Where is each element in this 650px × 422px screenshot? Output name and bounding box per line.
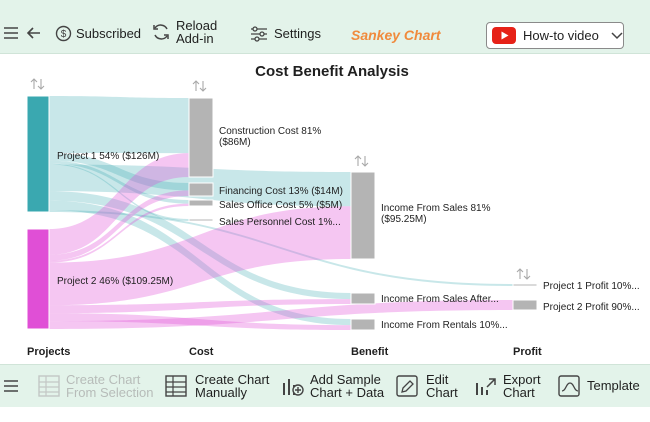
sankey-link-p1-spc [49, 163, 189, 221]
node-label-cc-line1: ($86M) [219, 137, 251, 148]
sankey-link-p2-fc [49, 190, 189, 261]
chevron-down-icon [611, 31, 623, 39]
node-label-soc: Sales Office Cost 5% ($5M) [219, 200, 342, 211]
stage-label-projects: Projects [27, 346, 70, 358]
sankey-node-p1[interactable] [26, 95, 50, 213]
add-sample-label: Add Sample Chart + Data [310, 372, 385, 400]
create-chart-manually-button[interactable]: Create Chart Manually [165, 373, 269, 399]
reorder-arrows-icon[interactable] [30, 78, 45, 90]
sankey-node-soc[interactable] [188, 199, 214, 207]
node-label-pp2: Project 2 Profit 90%... [543, 302, 640, 313]
stage-label-benefit: Benefit [351, 346, 389, 358]
sankey-node-fc[interactable] [188, 182, 214, 197]
sankey-link-p1-ifsa [49, 191, 351, 300]
create-chart-from-selection-button[interactable]: Create Chart From Selection [38, 373, 153, 399]
reorder-arrows-icon[interactable] [192, 80, 207, 92]
add-sample-chart-button[interactable]: Add Sample Chart + Data [282, 373, 384, 399]
sankey-link-p1-fc [49, 153, 189, 191]
sankey-node-ifsa[interactable] [350, 292, 376, 305]
hamburger-menu-icon[interactable] [3, 26, 19, 40]
subscribed-label: Subscribed [76, 25, 142, 41]
export-chart-button[interactable]: Export Chart [475, 373, 541, 399]
subscribed-button[interactable]: $ Subscribed [55, 25, 141, 42]
sankey-node-spc[interactable] [188, 218, 214, 222]
chart-title: Cost Benefit Analysis [255, 63, 409, 80]
node-label-ifs: Income From Sales 81% [381, 203, 491, 214]
stage-label-profit: Profit [513, 346, 542, 358]
node-label-ifs-line1: ($95.25M) [381, 214, 427, 225]
sankey-link-p1-ifr [49, 200, 351, 326]
sankey-link-p2-ifs [49, 206, 351, 306]
edit-chart-button[interactable]: Edit Chart [396, 373, 458, 399]
sankey-node-pp1[interactable] [512, 283, 538, 287]
template-label: Template [587, 378, 640, 393]
sankey-chart: Cost Benefit Analysis Project 1 54% ($12… [0, 56, 650, 362]
howto-label: How-to video [523, 28, 599, 43]
youtube-icon [492, 27, 516, 44]
template-button[interactable]: Template [558, 375, 640, 397]
sankey-link-p1-soc [49, 160, 189, 204]
table-select-icon [38, 375, 60, 397]
create-manually-label: Create Chart Manually [195, 372, 270, 400]
app-title: Sankey Chart [351, 27, 441, 43]
create-from-selection-label: Create Chart From Selection [66, 372, 154, 400]
edit-chart-icon [396, 375, 418, 397]
node-label-pp1: Project 1 Profit 10%... [543, 281, 640, 292]
svg-text:$: $ [61, 29, 67, 40]
export-icon [476, 378, 496, 395]
reorder-arrows-icon[interactable] [516, 268, 531, 280]
top-toolbar: $ Subscribed Reload Add-in Settings Sank… [0, 0, 650, 54]
stage-label-cost: Cost [189, 346, 214, 358]
template-icon [558, 375, 580, 397]
sankey-link-p2-cc [49, 153, 189, 255]
back-arrow-icon[interactable] [26, 26, 42, 40]
sankey-link-p1-cc [49, 96, 189, 154]
export-chart-label: Export Chart [503, 372, 541, 400]
sankey-node-p2[interactable] [26, 228, 50, 330]
dollar-circle-icon: $ [55, 25, 72, 42]
sankey-svg: Cost Benefit Analysis Project 1 54% ($12… [26, 63, 640, 358]
node-label-ifsa: Income From Sales After... [381, 294, 499, 305]
node-label-cc: Construction Cost 81% [219, 126, 321, 137]
bottom-hamburger-menu-icon[interactable] [3, 379, 19, 393]
settings-label: Settings [274, 26, 321, 41]
sankey-link-p2-ifsa [49, 299, 351, 314]
sankey-link-p2-ifr [49, 313, 351, 330]
settings-sliders-icon [251, 26, 267, 42]
howto-video-dropdown[interactable]: How-to video [486, 22, 624, 49]
bottom-toolbar: Create Chart From Selection Create Chart… [0, 364, 650, 407]
chart-add-icon [283, 379, 304, 396]
sankey-node-ifr[interactable] [350, 318, 376, 331]
sankey-node-cc[interactable] [188, 97, 214, 178]
edit-chart-label: Edit Chart [426, 372, 458, 400]
table-edit-icon [165, 375, 187, 397]
sankey-link-p2-soc [49, 203, 189, 263]
reload-label: Reload Add-in [176, 18, 218, 46]
settings-button[interactable]: Settings [250, 26, 321, 42]
node-label-p2: Project 2 46% ($109.25M) [57, 276, 173, 287]
reorder-arrows-icon[interactable] [354, 155, 369, 167]
node-label-spc: Sales Personnel Cost 1%... [219, 217, 341, 228]
sankey-node-pp2[interactable] [512, 299, 538, 311]
refresh-icon [153, 24, 169, 40]
sankey-node-ifs[interactable] [350, 171, 376, 260]
sankey-link-p1-pp1 [49, 210, 513, 286]
reload-addin-button[interactable]: Reload Add-in [151, 19, 217, 45]
node-label-p1: Project 1 54% ($126M) [57, 151, 159, 162]
node-label-fc: Financing Cost 13% ($14M) [219, 186, 343, 197]
node-label-ifr: Income From Rentals 10%... [381, 320, 508, 331]
sankey-link-p2-pp2 [49, 300, 513, 329]
